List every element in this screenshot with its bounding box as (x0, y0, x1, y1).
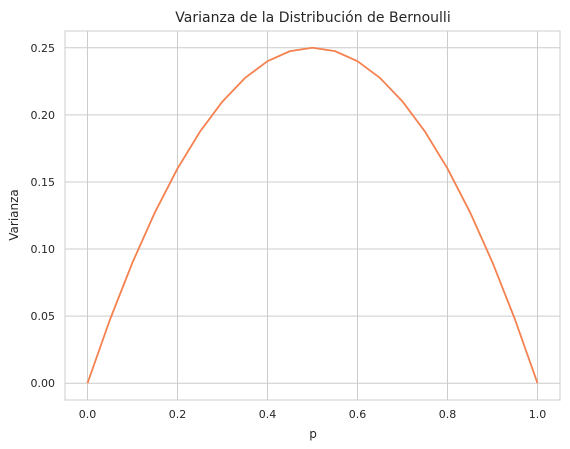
x-axis-label: p (309, 427, 317, 441)
series-layer (86, 46, 539, 384)
y-tick-label: 0.25 (31, 42, 56, 55)
x-tick-label: 0.0 (79, 408, 97, 421)
plot-area (64, 30, 561, 401)
x-tick-label: 0.4 (259, 408, 277, 421)
x-tick-label: 0.8 (439, 408, 457, 421)
x-tick-label: 0.2 (169, 408, 187, 421)
y-tick-label: 0.15 (31, 176, 56, 189)
y-tick-label: 0.00 (31, 377, 56, 390)
y-tick-label: 0.10 (31, 243, 56, 256)
x-tick-label: 1.0 (529, 408, 547, 421)
chart-title: Varianza de la Distribución de Bernoulli (175, 10, 450, 26)
y-tick-label: 0.05 (31, 310, 56, 323)
x-tick-label: 0.6 (349, 408, 367, 421)
series-line (86, 46, 539, 384)
y-axis-label: Varianza (7, 189, 21, 241)
y-tick-label: 0.20 (31, 109, 56, 122)
grid (65, 31, 560, 400)
x-axis-ticks: 0.0 0.2 0.4 0.6 0.8 1.0 (79, 408, 547, 421)
y-axis-ticks: 0.00 0.05 0.10 0.15 0.20 0.25 (31, 42, 56, 390)
